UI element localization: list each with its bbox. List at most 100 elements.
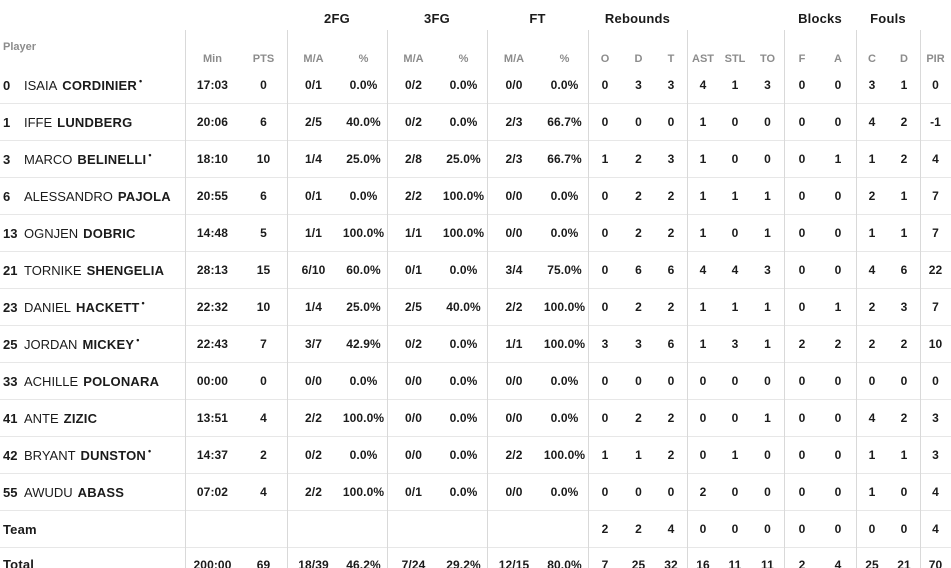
cell-foul_d: 1 bbox=[900, 189, 908, 203]
cell-blk_a: 0 bbox=[834, 78, 842, 92]
cell-blk_f: 0 bbox=[798, 78, 806, 92]
cell-reb_d: 2 bbox=[635, 300, 642, 314]
cell-reb_t: 6 bbox=[667, 337, 675, 351]
cell-ft_ma: 12/15 bbox=[498, 557, 530, 568]
cell-fg3_ma: 0/1 bbox=[405, 485, 422, 499]
cell-to: 11 bbox=[761, 557, 774, 568]
player-number: 13 bbox=[3, 225, 18, 241]
cell-foul_c: 2 bbox=[868, 189, 876, 203]
cell-foul_c: 1 bbox=[868, 152, 876, 166]
cell-fg3_pct: 100.0% bbox=[442, 189, 485, 203]
cell-pir: 7 bbox=[932, 226, 939, 240]
player-cell[interactable]: 33 ACHILLE POLONARA bbox=[0, 363, 185, 399]
cell-fg3_pct: 29.2% bbox=[446, 557, 481, 568]
starter-dot-icon: • bbox=[147, 446, 152, 456]
cell-foul_c: 4 bbox=[868, 115, 876, 129]
cell-reb_t: 0 bbox=[667, 374, 675, 388]
cell-pts: 2 bbox=[260, 448, 267, 462]
table-row-6: 6 ALESSANDRO PAJOLA 20:55 6 0/1 0.0% 2/2 100.… bbox=[0, 178, 951, 215]
player-cell[interactable]: 23 DANIEL HACKETT • bbox=[0, 289, 185, 325]
cell-reb_t: 4 bbox=[667, 522, 675, 536]
player-last-name: CORDINIER bbox=[62, 77, 137, 93]
cell-min: 07:02 bbox=[196, 485, 229, 499]
cell-blk_f: 0 bbox=[798, 522, 806, 536]
cell-fg3_pct: 100.0% bbox=[442, 226, 485, 240]
cell-pir: 3 bbox=[932, 448, 939, 462]
cell-reb_o: 0 bbox=[601, 374, 609, 388]
cell-to: 0 bbox=[764, 115, 771, 129]
cell-reb_t: 3 bbox=[667, 152, 675, 166]
cell-pts: 0 bbox=[260, 78, 267, 92]
cell-fg3_ma: 0/2 bbox=[405, 78, 422, 92]
cell-foul_d: 0 bbox=[900, 374, 908, 388]
cell-ft_ma: 0/0 bbox=[505, 411, 523, 425]
cell-ft_ma: 2/3 bbox=[505, 152, 523, 166]
cell-ast: 2 bbox=[699, 485, 707, 499]
player-last-name: ZIZIC bbox=[63, 410, 98, 426]
player-cell[interactable]: 21 TORNIKE SHENGELIA bbox=[0, 252, 185, 288]
cell-stl: 1 bbox=[731, 78, 739, 92]
cell-fg2_ma: 6/10 bbox=[301, 263, 326, 277]
player-cell[interactable]: 13 OGNJEN DOBRIC bbox=[0, 215, 185, 251]
col-header-t-10: T bbox=[667, 53, 675, 65]
cell-pir: 3 bbox=[932, 411, 939, 425]
cell-fg3_pct: 0.0% bbox=[449, 115, 478, 129]
cell-reb_o: 0 bbox=[601, 189, 609, 203]
cell-foul_d: 1 bbox=[900, 226, 908, 240]
cell-blk_a: 0 bbox=[834, 411, 842, 425]
cell-stl: 0 bbox=[731, 411, 739, 425]
cell-foul_c: 4 bbox=[868, 263, 876, 277]
player-cell[interactable]: 0 ISAIA CORDINIER • bbox=[0, 67, 185, 103]
cell-fg3_ma: 2/8 bbox=[405, 152, 422, 166]
col-group-blocks: Blocks bbox=[798, 11, 842, 26]
cell-stl: 11 bbox=[728, 557, 742, 568]
cell-reb_o: 0 bbox=[601, 226, 609, 240]
cell-pir: 70 bbox=[928, 557, 943, 568]
cell-fg2_ma: 1/1 bbox=[305, 226, 322, 240]
player-cell[interactable]: 3 MARCO BELINELLI • bbox=[0, 141, 185, 177]
player-cell[interactable]: 1 IFFE LUNDBERG bbox=[0, 104, 185, 140]
col-group-rebounds: Rebounds bbox=[604, 11, 671, 26]
player-cell[interactable]: 25 JORDAN MICKEY • bbox=[0, 326, 185, 362]
player-last-name: MICKEY bbox=[82, 336, 135, 352]
cell-fg2_pct: 25.0% bbox=[346, 300, 381, 314]
starter-dot-icon: • bbox=[139, 76, 143, 86]
table-row-0: 0 ISAIA CORDINIER • 17:03 0 0/1 0.0% 0/2 0.0%… bbox=[0, 67, 951, 104]
cell-min: 14:37 bbox=[196, 448, 229, 462]
player-number: 1 bbox=[3, 114, 11, 130]
table-row-33: 33 ACHILLE POLONARA 00:00 0 0/0 0.0% 0/0 0.0%… bbox=[0, 363, 951, 400]
cell-ast: 1 bbox=[699, 337, 707, 351]
player-first-name: OGNJEN bbox=[24, 225, 79, 241]
player-cell[interactable]: 55 AWUDU ABASS bbox=[0, 474, 185, 510]
cell-ft_pct: 0.0% bbox=[550, 226, 579, 240]
cell-to: 1 bbox=[764, 189, 771, 203]
col-header-ma-2: M/A bbox=[303, 53, 324, 65]
column-divider bbox=[920, 30, 921, 568]
player-number: 42 bbox=[3, 447, 18, 463]
player-last-name: ABASS bbox=[77, 484, 125, 500]
cell-foul_c: 4 bbox=[868, 411, 876, 425]
cell-fg2_pct: 100.0% bbox=[342, 411, 385, 425]
cell-fg3_pct: 0.0% bbox=[449, 337, 478, 351]
player-cell[interactable]: 42 BRYANT DUNSTON • bbox=[0, 437, 185, 473]
column-divider bbox=[588, 30, 589, 568]
cell-fg2_ma: 1/4 bbox=[305, 152, 322, 166]
col-header-a-15: A bbox=[834, 53, 842, 65]
col-header-c-16: C bbox=[868, 53, 876, 65]
cell-ft_ma: 0/0 bbox=[505, 374, 523, 388]
cell-to: 0 bbox=[764, 522, 771, 536]
table-body: 0 ISAIA CORDINIER • 17:03 0 0/1 0.0% 0/2 0.0%… bbox=[0, 67, 951, 568]
cell-reb_o: 0 bbox=[601, 263, 609, 277]
cell-foul_d: 0 bbox=[900, 522, 908, 536]
cell-foul_d: 2 bbox=[900, 337, 908, 351]
table-row-13: 13 OGNJEN DOBRIC 14:48 5 1/1 100.0% 1/1 100.0… bbox=[0, 215, 951, 252]
cell-reb_o: 3 bbox=[601, 337, 609, 351]
player-cell[interactable]: 41 ANTE ZIZIC bbox=[0, 400, 185, 436]
cell-blk_a: 0 bbox=[834, 226, 842, 240]
cell-pir: 10 bbox=[928, 337, 943, 351]
cell-pts bbox=[240, 511, 287, 547]
player-last-name: PAJOLA bbox=[117, 188, 171, 204]
cell-reb_d: 0 bbox=[635, 115, 642, 129]
player-cell[interactable]: 6 ALESSANDRO PAJOLA bbox=[0, 178, 185, 214]
cell-min: 22:32 bbox=[196, 300, 229, 314]
